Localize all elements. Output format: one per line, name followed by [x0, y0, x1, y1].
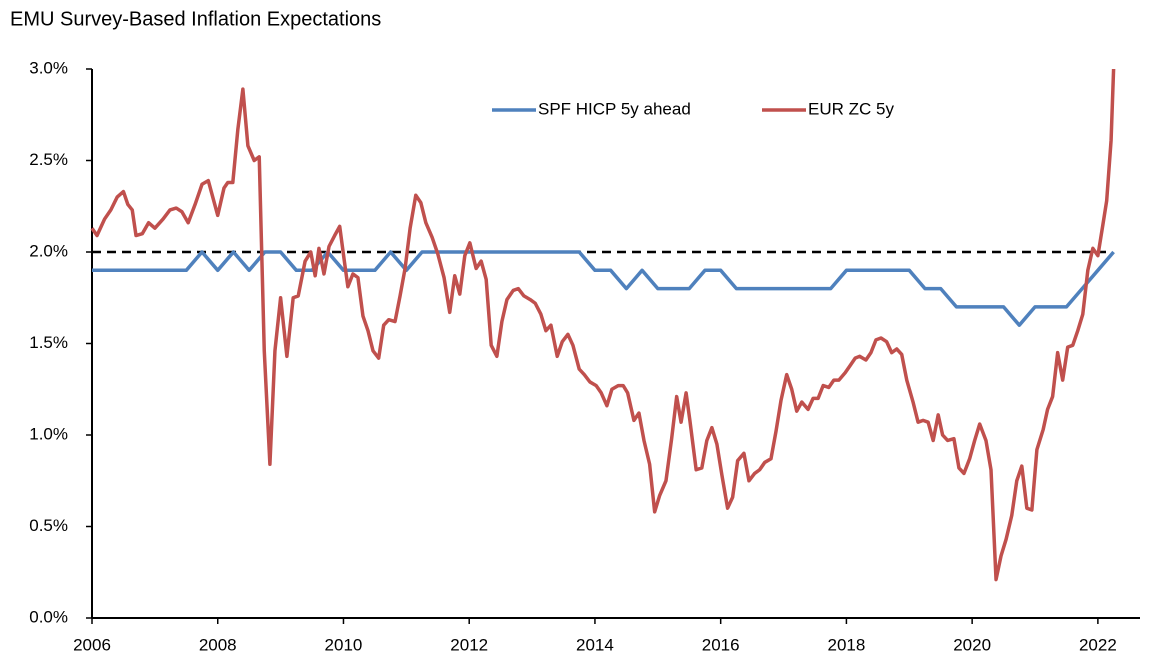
y-tick-label: 2.0% — [29, 241, 68, 260]
x-tick-label: 2010 — [325, 635, 363, 654]
y-tick-label: 0.5% — [29, 516, 68, 535]
x-tick-label: 2008 — [199, 635, 237, 654]
y-tick-label: 2.5% — [29, 150, 68, 169]
y-tick-label: 1.0% — [29, 424, 68, 443]
x-tick-label: 2016 — [702, 635, 740, 654]
chart-title: EMU Survey-Based Inflation Expectations — [10, 8, 381, 30]
x-tick-label: 2014 — [576, 635, 614, 654]
x-tick-label: 2022 — [1079, 635, 1117, 654]
x-tick-label: 2006 — [73, 635, 111, 654]
x-tick-label: 2012 — [450, 635, 488, 654]
y-tick-label: 1.5% — [29, 333, 68, 352]
legend-label: EUR ZC 5y — [808, 99, 894, 118]
x-tick-label: 2018 — [827, 635, 865, 654]
legend-label: SPF HICP 5y ahead — [538, 99, 691, 118]
y-tick-label: 0.0% — [29, 607, 68, 626]
x-tick-label: 2020 — [953, 635, 991, 654]
y-tick-label: 3.0% — [29, 58, 68, 77]
series-line — [90, 68, 1116, 582]
